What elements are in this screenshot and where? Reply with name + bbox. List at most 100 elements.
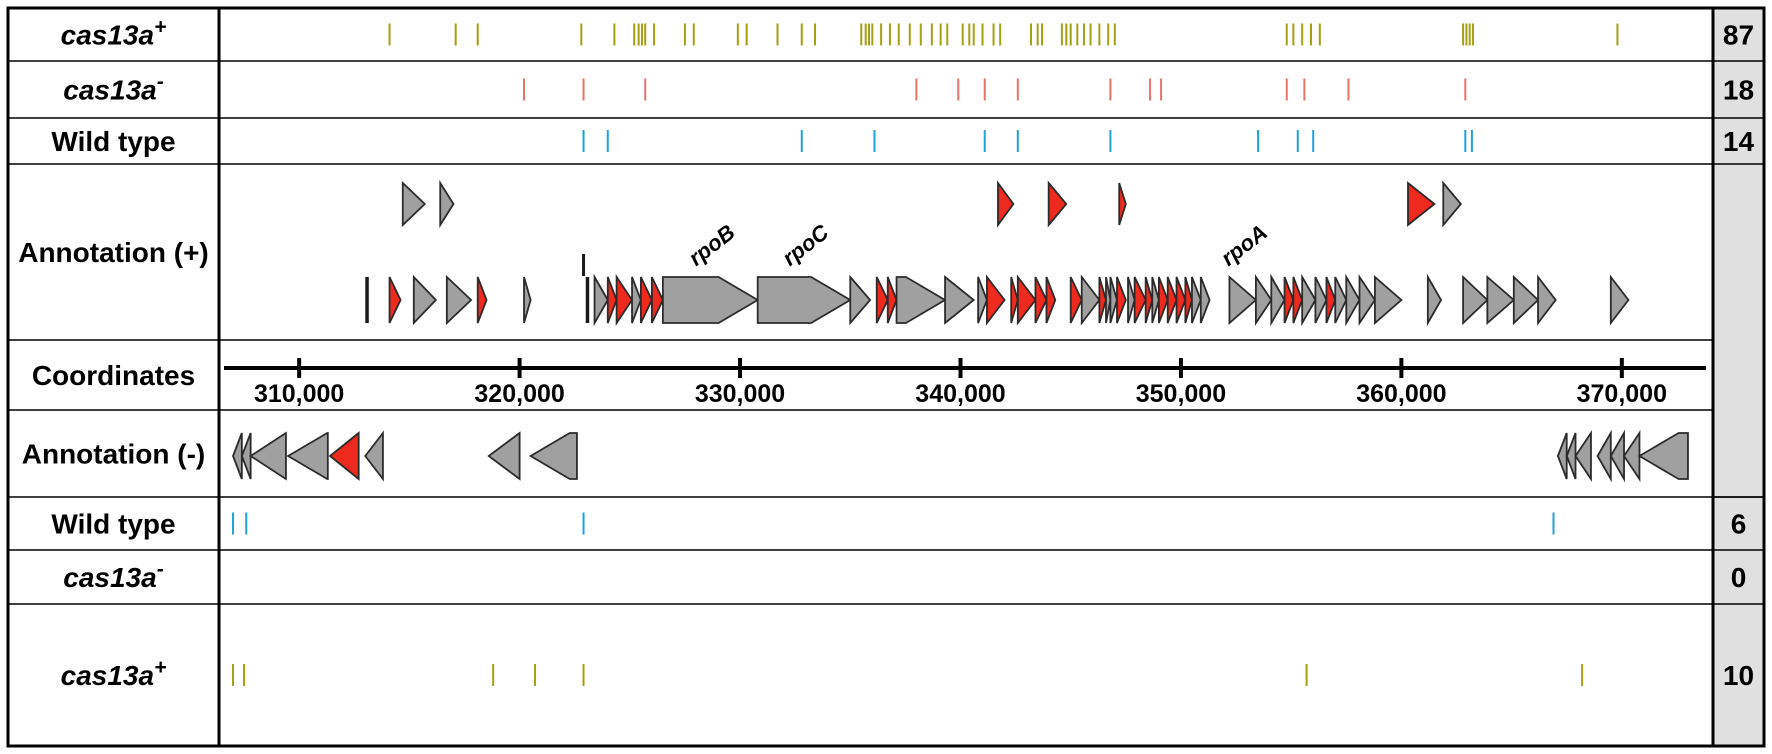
plus-strand-gene [1334,276,1348,324]
axis-tick-label: 330,000 [695,380,785,408]
plus-strand-gene [476,276,488,324]
plus-strand-gene [1325,276,1337,324]
plus-strand-gene [1047,180,1068,228]
minus-strand-gene [487,431,521,481]
plus-strand-gene [1270,273,1286,327]
plus-strand-gene [412,274,438,326]
plus-strand-gene [1345,273,1361,327]
minus-strand-gene [1556,432,1568,480]
plus-strand-gene [615,274,634,326]
minus-strand-gene [1565,432,1577,480]
bottom-cas13a-plus-label-text: cas13a [61,660,154,691]
axis-tick-label: 350,000 [1136,380,1226,408]
coordinates-label-text: Coordinates [32,360,195,391]
top-wild-type-label: Wild type [51,126,175,157]
rpoA-gene [1228,275,1258,325]
bottom-cas13a-minus-label-superscript: - [157,558,164,581]
plus-strand-gene [1010,276,1019,324]
plus-strand-gene [1069,276,1083,324]
minus-strand-gene [364,430,384,482]
bottom-cas13a-minus-label: cas13a- [63,558,163,593]
top-wild-type-count: 14 [1723,126,1755,157]
plus-strand-gene [1462,274,1489,326]
rpoC-gene-label: rpoC [777,219,834,271]
plus-strand-gene [401,180,427,228]
bottom-wild-type-label: Wild type [51,509,175,540]
plus-strand-gene [1105,276,1112,324]
minus-strand-gene [328,431,360,481]
top-cas13a-minus-count: 18 [1723,75,1754,106]
table-grid [6,6,1766,748]
plus-strand-gene [1184,276,1193,324]
plus-strand-gene [849,274,872,326]
annotation-plus-label: Annotation (+) [18,237,209,268]
plus-strand-gene [639,276,653,324]
plus-strand-gene [944,275,976,325]
axis-tick-label: 310,000 [254,380,344,408]
top-cas13a-plus-label: cas13a+ [61,16,167,51]
plus-strand-gene [1133,276,1147,324]
table-border [6,6,1766,748]
rpoB-gene [661,276,760,324]
minus-strand-gene [1596,429,1612,483]
plus-strand-gene [977,276,988,324]
plus-strand-gene [1157,276,1169,324]
plus-strand-gene [585,277,590,323]
plus-strand-gene [1426,273,1443,327]
top-cas13a-plus-count: 87 [1723,20,1754,51]
count-column-background [1713,8,1764,746]
minus-strand-gene [1622,430,1641,482]
plus-strand-gene [1080,274,1101,326]
minus-strand-gene [249,431,287,481]
plus-strand-gene [1314,276,1328,324]
row-counts: 87 18 14 6 0 10 [1723,20,1755,692]
minus-strand-gene [232,432,243,480]
top-cas13a-minus-label-superscript: - [157,71,164,94]
locus-marker [582,254,586,276]
plus-strand-gene [1098,276,1107,324]
plus-strand-gene [997,180,1015,228]
axis-tick-label: 360,000 [1356,380,1446,408]
axis-tick-label: 340,000 [915,380,1005,408]
plus-strand-gene [1045,276,1057,324]
rpoC-gene [756,276,853,324]
bottom-cas13a-plus-label: cas13a+ [61,656,167,691]
plus-strand-gene [1301,273,1317,327]
bottom-cas13a-plus-count: 10 [1723,660,1754,691]
plus-strand-gene [1144,276,1154,324]
plus-strand-gene [1116,276,1127,324]
top-wild-type-label-text: Wild type [51,126,175,157]
minus-strand-gene [286,432,329,480]
coordinates-label: Coordinates [32,360,195,391]
plus-strand-gene [1175,276,1187,324]
plus-strand-gene [523,276,532,324]
plus-strand-gene [365,277,369,323]
bottom-cas13a-minus-label-text: cas13a [63,562,156,593]
plus-strand-gene [1486,275,1516,325]
plus-strand-gene [1537,274,1557,326]
plus-strand-gene [1118,182,1127,226]
plus-strand-gene [1151,276,1160,324]
annotation-plus-label-text: Annotation (+) [18,237,209,268]
plus-strand-gene [1109,276,1118,324]
top-cas13a-plus-label-superscript: + [154,16,166,39]
plus-strand-gene [886,276,898,324]
mutation-marks [232,23,1619,686]
plus-strand-gene [388,276,402,324]
gene-annotations: rpoB rpoC rpoA [232,179,1689,483]
rpoB-gene-label: rpoB [684,219,740,270]
bottom-cas13a-minus-count: 0 [1731,562,1747,593]
coordinate-axis: 310,000 320,000 330,000 340,000 350,000 360,0… [224,358,1706,408]
plus-strand-gene [1358,274,1377,326]
minus-strand-gene [1574,430,1592,482]
top-cas13a-plus-label-text: cas13a [61,20,154,51]
plus-strand-gene [439,179,455,229]
bottom-wild-type-count: 6 [1731,509,1747,540]
minus-strand-gene [1637,432,1689,480]
plus-strand-gene [1199,276,1211,324]
plus-strand-gene [1374,275,1403,325]
axis-tick-label: 370,000 [1577,380,1667,408]
minus-strand-gene [528,432,578,480]
